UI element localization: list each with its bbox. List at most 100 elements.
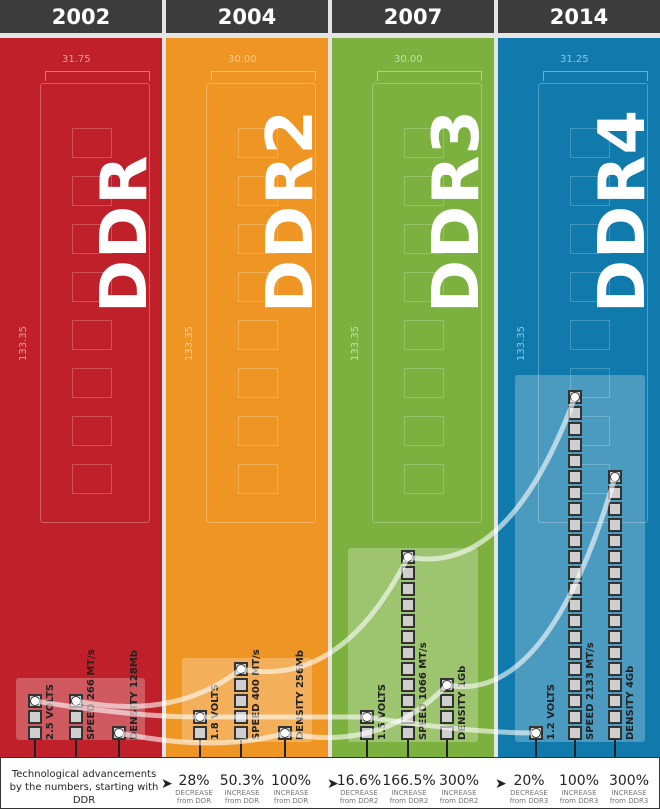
stat-value: 300%: [438, 773, 480, 789]
width-dimension: 30.00: [228, 54, 257, 65]
stat-kind: INCREASE: [224, 789, 260, 797]
stat-value: 166.5%: [382, 773, 436, 789]
stack-square: [440, 694, 454, 708]
stack-square: [234, 678, 248, 692]
dimension-line: [377, 71, 482, 81]
stat-kind: INCREASE: [273, 789, 309, 797]
memory-chip: [72, 416, 112, 446]
memory-chip: [404, 272, 444, 302]
stack-square: [568, 518, 582, 532]
memory-chip: [238, 416, 278, 446]
stat-kind: INCREASE: [391, 789, 427, 797]
memory-chip: [404, 320, 444, 350]
stack-square: [568, 534, 582, 548]
stack-square: [608, 694, 622, 708]
stack-square: [608, 726, 622, 740]
chevron-right-icon: ➤: [161, 776, 173, 792]
memory-chip: [570, 272, 610, 302]
stack-square: [568, 694, 582, 708]
stat-kind: INCREASE: [441, 789, 477, 797]
memory-chip: [404, 224, 444, 254]
connection-curve: [118, 730, 286, 746]
stack-square: [568, 438, 582, 452]
year-header: 2007: [332, 0, 494, 33]
generation-column-ddr3: 30.00 133.35 DDR3: [332, 38, 494, 757]
stack-square: [568, 662, 582, 676]
stack-square: [234, 726, 248, 740]
stack-square: [69, 726, 83, 740]
width-dimension: 31.25: [560, 54, 589, 65]
stack-square: [568, 470, 582, 484]
stack-tick: [75, 740, 77, 772]
stack-square: [401, 598, 415, 612]
stack-tick: [574, 740, 576, 772]
stack-square: [401, 662, 415, 676]
stat-kind: INCREASE: [611, 789, 647, 797]
connection-curve: [240, 555, 411, 675]
chevron-right-icon: ➤: [495, 776, 507, 792]
stat-kind: DECREASE: [510, 789, 548, 797]
stack-square: [568, 502, 582, 516]
stack-square: [568, 598, 582, 612]
stack-tick: [366, 740, 368, 772]
stack-square: [28, 710, 42, 724]
stack-square: [568, 726, 582, 740]
stack-square: [401, 694, 415, 708]
stat-kind: DECREASE: [340, 789, 378, 797]
stack-square: [608, 710, 622, 724]
dimension-line: [211, 71, 316, 81]
stack-tick: [284, 740, 286, 772]
stat-from: from DDR: [176, 797, 212, 805]
stack-square: [608, 678, 622, 692]
stack-square: [608, 646, 622, 660]
stat-item: 16.6% DECREASE from DDR2: [331, 774, 387, 806]
stat-item: 166.5% INCREASE from DDR2: [381, 773, 437, 806]
stack-square: [568, 646, 582, 660]
memory-chip: [404, 128, 444, 158]
memory-chip: [72, 320, 112, 350]
stack-tick: [118, 740, 120, 772]
stack-square: [568, 630, 582, 644]
stack-square: [401, 630, 415, 644]
stat-item: 300% INCREASE from DDR3: [601, 774, 657, 806]
stat-item: 28% DECREASE from DDR: [166, 774, 222, 806]
footer-band: Technological advancements by the number…: [0, 757, 660, 809]
stack-tick: [407, 740, 409, 772]
stat-value: 50.3%: [219, 773, 265, 789]
memory-chip: [404, 464, 444, 494]
memory-chip: [404, 368, 444, 398]
connection-curve: [75, 667, 243, 710]
stat-kind: DECREASE: [175, 789, 213, 797]
memory-module-outline: [40, 83, 150, 523]
memory-chip: [72, 368, 112, 398]
memory-module-outline: [372, 83, 482, 523]
generation-column-ddr: 31.75 133.35 DDR: [0, 38, 162, 757]
memory-chip: [238, 368, 278, 398]
year-header: 2004: [166, 0, 328, 33]
stack-square: [401, 646, 415, 660]
stat-from: from DDR3: [559, 797, 599, 805]
stack-square: [608, 630, 622, 644]
stack-tick: [34, 740, 36, 772]
memory-chip: [238, 464, 278, 494]
stat-from: from DDR2: [439, 797, 479, 805]
memory-chip: [570, 224, 610, 254]
memory-chip: [72, 128, 112, 158]
chevron-right-icon: ➤: [327, 776, 339, 792]
connection-curve: [407, 396, 578, 562]
stack-square: [608, 566, 622, 580]
stack-square: [568, 486, 582, 500]
stack-square: [28, 726, 42, 740]
stack-square: [608, 582, 622, 596]
memory-chip: [570, 368, 610, 398]
memory-chip: [570, 320, 610, 350]
stack-square: [608, 662, 622, 676]
highlight-panel: [348, 548, 478, 742]
memory-chip: [404, 416, 444, 446]
stat-item: 100% INCREASE from DDR: [263, 774, 319, 806]
stack-square: [608, 502, 622, 516]
stat-value: 100%: [558, 773, 600, 789]
memory-chip: [72, 272, 112, 302]
stack-square: [401, 582, 415, 596]
connection-curve: [446, 476, 618, 689]
